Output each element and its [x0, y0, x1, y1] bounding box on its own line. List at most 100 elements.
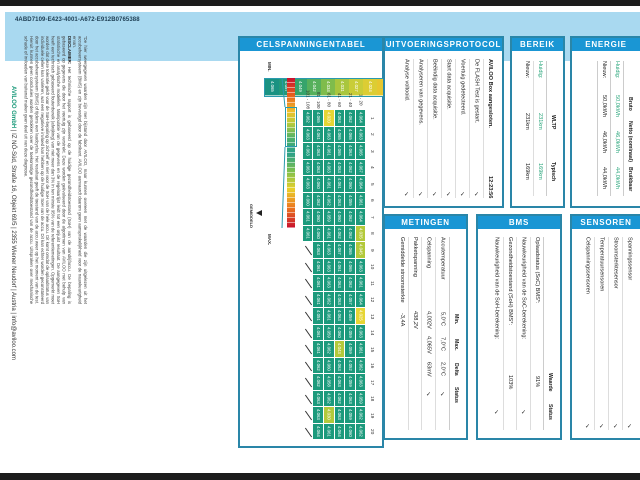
cell-voltage: 4.062: [302, 110, 313, 127]
protocol-item: Analyseren van gegevens. ✓: [413, 59, 427, 198]
cell-voltage: 4.063: [313, 242, 324, 259]
protocol-item: Analyse voltooid. ✓: [400, 59, 413, 198]
range-row: Nieuw: 231km 169km: [521, 61, 533, 196]
cell-voltage: 4.063: [334, 110, 345, 127]
cell-voltage: 4.061: [313, 258, 324, 275]
range-value: 169km: [524, 162, 530, 180]
check-icon: ✓: [403, 191, 409, 198]
column-number: 4: [369, 166, 374, 170]
cell-voltage: 4.065: [334, 126, 345, 143]
range-column-header: Typisch: [550, 161, 556, 181]
cell-voltage: 4.061: [324, 176, 334, 193]
check-icon: ✓: [431, 191, 437, 198]
protocol-first-label: AVILOO Box aangesloten.: [487, 59, 493, 128]
measurements-value: -3,4A: [399, 312, 405, 327]
cell-voltage: 4.061: [313, 275, 324, 292]
empty-cell-slash: [303, 259, 313, 276]
measurements-table: Min. Max. Delta Status Accutemperatuur 5,0°C 7…: [385, 229, 466, 438]
range-value: 231km: [537, 113, 543, 131]
cell-voltage: 4.062: [334, 225, 345, 242]
empty-cell-slash: [303, 242, 313, 259]
cell-voltage: 4.063: [324, 275, 334, 292]
column-number: 10: [369, 264, 374, 270]
cell-voltage: 4.064: [355, 110, 366, 127]
column-number: 12: [369, 297, 374, 303]
cell-voltage: 4.063: [324, 126, 334, 143]
bms-panel: BMS Waarde Status Oplaadstatus (SoC) BMS*:…: [476, 214, 562, 440]
range-value: 231km: [524, 113, 530, 131]
check-icon: ✓: [439, 391, 445, 398]
cell-voltage: 4.062: [345, 275, 355, 292]
legend-value: 4.034: [321, 79, 335, 96]
cell-voltage: 4.065: [313, 110, 324, 127]
cell-voltage: 4.061: [355, 192, 366, 209]
bms-column-header: Status: [547, 404, 553, 420]
cell-voltage: 4.065: [355, 143, 366, 160]
cell-voltage: 4.063: [313, 390, 324, 407]
measurements-value: 438,2V: [412, 310, 418, 329]
bms-row-label: Nauwkeurigheid van de SoC-berekening:: [520, 237, 527, 339]
energy-title: ENERGIE: [572, 38, 640, 51]
cell-voltage: 4.061: [324, 143, 334, 160]
measurements-row-label: Celspanning: [425, 237, 432, 269]
cell-voltage: 4.063: [334, 192, 345, 209]
sensors-list: Spanningssensor ✓ Stroomsterktesensor ✓ Temp…: [572, 229, 640, 438]
cell-voltage: 4.063: [313, 143, 324, 160]
cell-voltage: 4.059: [345, 308, 355, 325]
column-number: 9: [369, 248, 374, 252]
legend-value: 4.049: [293, 79, 307, 96]
footer-contact: | IZ NÖ-Süd, Straße 16, Objekt 69/5 | 23…: [10, 128, 16, 360]
measurements-column-header: Max.: [453, 338, 459, 351]
column-number: 3: [369, 149, 374, 153]
protocol-title: UITVOERINGSPROTOCOL: [385, 38, 502, 51]
cell-voltage: 4.055: [345, 192, 355, 209]
bms-table: Waarde Status Oplaadstatus (SoC) BMS*: 91% N…: [478, 229, 560, 438]
cell-group-label: 21 - 40: [347, 92, 353, 107]
cell-voltage: 4.063: [324, 242, 334, 259]
column-number: 20: [369, 429, 374, 435]
legend-gradient-bar: [287, 78, 295, 228]
cell-group-label: 1 - 20: [358, 94, 364, 106]
check-icon: ✓: [473, 191, 479, 198]
cell-voltage: 4.061: [355, 275, 366, 292]
cell-voltage: 4.052: [345, 357, 355, 374]
column-number: 5: [369, 182, 374, 186]
disclaimer-label: DISCLAIMER:: [66, 36, 72, 65]
protocol-item-label: Analyse voltooid.: [403, 59, 410, 102]
range-row: Huidig: 231km 169km: [533, 61, 546, 196]
cell-voltage: 4.062: [334, 390, 345, 407]
measurements-title: METINGEN: [385, 216, 466, 229]
cell-voltage: 4.062: [345, 110, 355, 127]
cell-voltage: 4.062: [313, 357, 324, 374]
cell-voltage: 4.035: [355, 225, 366, 242]
cell-voltage: 4.063: [345, 143, 355, 160]
sensors-panel: SENSOREN Spanningssensor ✓ Stroomsterktese…: [570, 214, 640, 440]
column-number: 15: [369, 346, 374, 352]
bms-column-header: Waarde: [547, 372, 553, 392]
cell-voltage: 4.064: [334, 423, 345, 440]
cell-voltage: 4.063: [334, 291, 345, 308]
cell-group-label: 41 - 60: [337, 92, 343, 107]
bms-value: 91%: [534, 376, 540, 388]
protocol-item: Beëindig data acquisitie. ✓: [427, 59, 441, 198]
range-header-row: WLTP Typisch: [546, 61, 559, 196]
bms-row-label: Oplaadstatus (SoC) BMS*:: [534, 237, 540, 304]
cell-voltage: 4.059: [355, 390, 366, 407]
disclaimer: "De hier weergegeven waarden zijn met bi…: [24, 36, 88, 304]
cell-voltage: 4.060: [313, 209, 324, 226]
cell-voltage: 4.063: [355, 324, 366, 341]
average-marker-icon: [256, 210, 262, 216]
cell-voltage: 4.063: [355, 374, 366, 391]
cell-voltage: 4.063: [334, 159, 345, 176]
cell-group-label: 101 - 108: [305, 90, 311, 110]
cell-voltage: 4.057: [345, 291, 355, 308]
cell-voltage: 4.063: [302, 143, 313, 160]
measurements-header-row: Min. Max. Delta Status: [449, 237, 462, 430]
sensors-title: SENSOREN: [572, 216, 640, 229]
cell-voltage: 4.062: [355, 357, 366, 374]
protocol-item: Voertuig gedetecteerd. ✓: [455, 59, 469, 198]
protocol-panel: UITVOERINGSPROTOCOL AVILOO Box aangeslot…: [383, 36, 504, 208]
cell-voltage: 4.063: [334, 357, 345, 374]
column-number: 7: [369, 215, 374, 219]
cell-voltage: 4.061: [313, 126, 324, 143]
